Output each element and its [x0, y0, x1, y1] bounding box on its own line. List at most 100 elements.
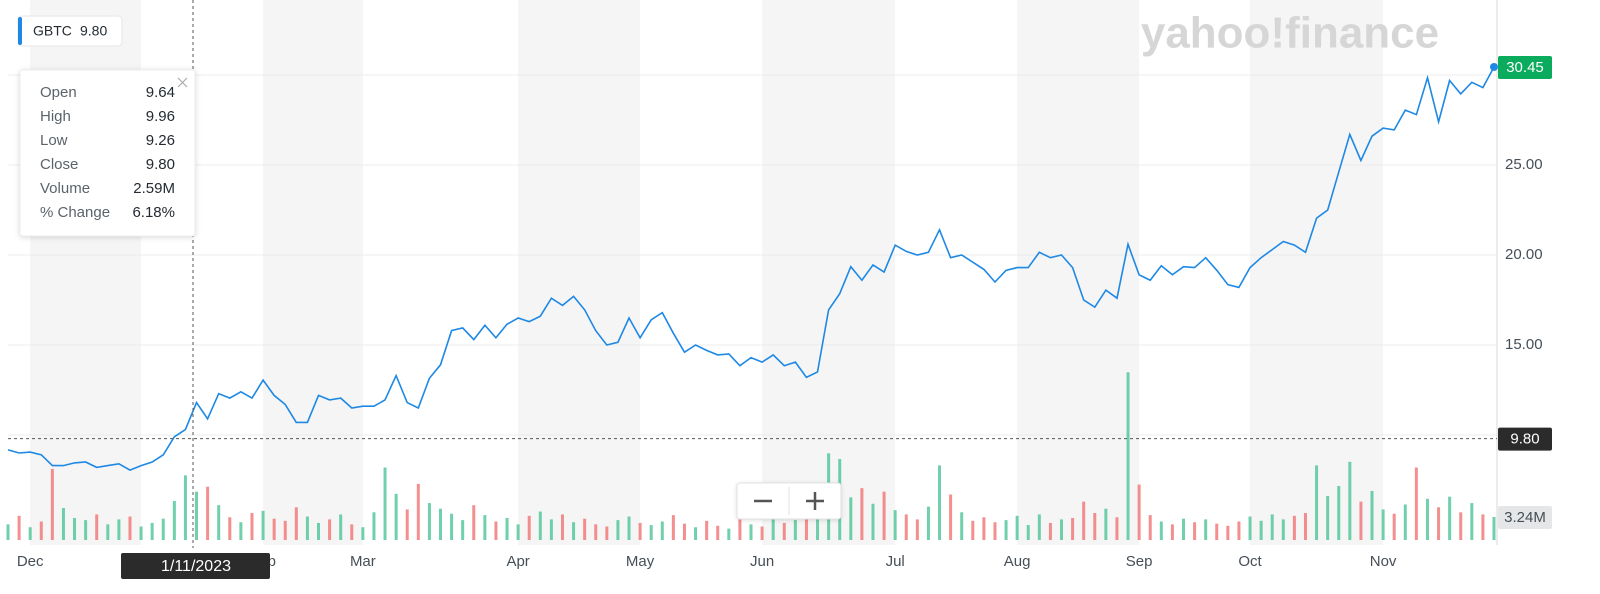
volume-bar — [727, 528, 731, 540]
volume-bar — [1359, 501, 1363, 540]
volume-bar — [228, 517, 232, 540]
volume-bar — [572, 522, 576, 540]
volume-bar — [649, 525, 653, 540]
tooltip-label: % Change — [40, 204, 110, 221]
volume-bar — [915, 519, 919, 540]
volume-bar — [383, 467, 387, 540]
tooltip-close[interactable] — [177, 77, 188, 88]
volume-bar — [1303, 513, 1307, 540]
volume-bar — [50, 468, 54, 540]
volume-bar — [1414, 467, 1418, 540]
x-tick-label: Oct — [1238, 553, 1262, 570]
volume-bar — [771, 516, 775, 540]
volume-bar — [993, 522, 997, 540]
volume-bar — [405, 509, 409, 540]
volume-bar — [938, 465, 942, 540]
volume-bar — [1403, 504, 1407, 540]
volume-bar — [926, 506, 930, 540]
volume-bar — [1337, 486, 1341, 540]
volume-bar — [394, 493, 398, 540]
volume-bar — [738, 519, 742, 540]
volume-bar — [1148, 515, 1152, 540]
volume-bar — [949, 494, 953, 540]
volume-bar — [1226, 525, 1230, 540]
volume-bar — [849, 497, 853, 540]
price-layer — [7, 62, 1498, 471]
volume-bar — [1082, 501, 1086, 540]
volume-bar — [183, 475, 187, 540]
month-bands — [30, 0, 1384, 545]
month-band — [518, 0, 641, 545]
y-tick-label: 15.00 — [1505, 336, 1543, 353]
volume-bar — [893, 510, 897, 540]
tooltip-label: Volume — [40, 180, 90, 197]
volume-bar — [206, 486, 210, 540]
volume-bar — [305, 516, 309, 540]
volume-bar — [1170, 524, 1174, 540]
volume-bar — [594, 524, 598, 540]
date-label: 1/11/2023 — [161, 558, 231, 575]
volume-bar — [1459, 512, 1463, 540]
volume-bar — [705, 520, 709, 540]
tooltip-label: Open — [40, 84, 77, 101]
volume-bar — [106, 524, 110, 540]
volume-bar — [1425, 498, 1429, 540]
volume-bar — [1193, 522, 1197, 540]
volume-bar — [716, 525, 720, 540]
brand-logo: yahoo!finance — [1141, 9, 1439, 58]
tooltip-value: 9.26 — [146, 132, 175, 149]
price-badge — [1498, 427, 1552, 451]
volume-bar — [694, 527, 698, 540]
volume-bar — [1437, 507, 1441, 540]
volume-bar — [1126, 372, 1130, 540]
volume-bar — [195, 491, 199, 540]
volume-bar — [1204, 519, 1208, 540]
month-band — [1250, 0, 1384, 545]
volume-bar — [1037, 514, 1041, 540]
volume-bar — [882, 491, 886, 540]
volume-bar — [350, 524, 354, 540]
volume-bar — [1004, 520, 1008, 540]
price-badge-label: 30.45 — [1506, 59, 1544, 76]
price-badge — [1498, 505, 1552, 529]
x-tick-label: Nov — [1370, 553, 1397, 570]
volume-bar — [1315, 465, 1319, 540]
volume-bar — [960, 512, 964, 540]
month-band — [263, 0, 363, 545]
volume-bar — [427, 503, 431, 540]
zoom-in[interactable] — [806, 492, 824, 510]
volume-bar — [494, 521, 498, 540]
tooltip-value: 6.18% — [132, 204, 175, 221]
volume-bar — [1015, 515, 1019, 540]
volume-bar — [671, 515, 675, 540]
volume-bar — [217, 505, 221, 540]
x-tick-label: Jul — [886, 553, 905, 570]
volume-bar — [616, 520, 620, 540]
tooltip-value: 2.59M — [133, 180, 175, 197]
x-tick-label: Mar — [350, 553, 376, 570]
legend-price: 9.80 — [80, 23, 107, 39]
volume-bar — [39, 521, 43, 540]
volume-bar — [682, 523, 686, 540]
volume-bar — [782, 522, 786, 540]
volume-bar — [6, 524, 10, 540]
tooltip: Open 9.64 High 9.96 Low 9.26 Close 9.80 … — [19, 69, 196, 237]
volume-bar — [1248, 516, 1252, 540]
price-badge-label: 9.80 — [1510, 431, 1539, 448]
volume-bar — [793, 520, 797, 540]
tooltip-label: Low — [40, 132, 68, 149]
volume-bar — [250, 513, 254, 540]
volume-bar — [527, 515, 531, 540]
volume-bar — [804, 508, 808, 540]
y-tick-label: 25.00 — [1505, 156, 1543, 173]
volume-bar — [84, 520, 88, 540]
volume-bar — [1448, 496, 1452, 540]
volume-bar — [904, 514, 908, 540]
volume-bar — [1470, 503, 1474, 540]
volume-bar — [1048, 522, 1052, 540]
volume-bar — [1071, 517, 1075, 540]
tooltip-value: 9.64 — [146, 84, 175, 101]
volume-bar — [261, 510, 265, 540]
volume-bar — [416, 483, 420, 540]
x-tick-label: Apr — [506, 553, 529, 570]
